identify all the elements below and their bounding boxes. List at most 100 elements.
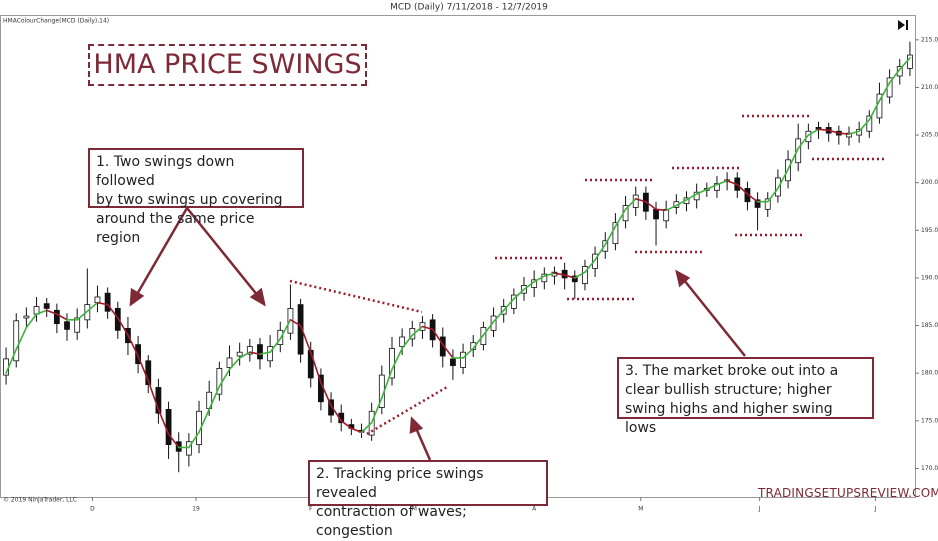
y-tick-label: 205.00 bbox=[921, 132, 938, 139]
hma-segment bbox=[330, 404, 343, 422]
candle-body bbox=[846, 132, 852, 138]
hma-segment bbox=[573, 271, 586, 279]
hma-segment bbox=[817, 128, 830, 132]
candle-body bbox=[165, 408, 172, 446]
copyright: © 2019 NinjaTrader, LLC bbox=[3, 497, 77, 504]
candle-body bbox=[714, 183, 720, 191]
hma-segment bbox=[350, 427, 363, 434]
play-triangle bbox=[898, 20, 905, 30]
candle-body bbox=[907, 54, 913, 69]
arrow bbox=[683, 279, 746, 357]
hma-segment bbox=[848, 130, 860, 135]
hma-segment bbox=[868, 99, 881, 121]
indicator-label: HMAColourChange(MCD (Daily),14) bbox=[3, 18, 109, 25]
chart-title: MCD (Daily) 7/11/2018 - 12/7/2019 bbox=[390, 3, 548, 13]
hma-segment bbox=[584, 259, 596, 274]
hma-segment bbox=[716, 179, 728, 186]
hma-segment bbox=[198, 408, 210, 434]
hma-segment bbox=[370, 397, 383, 424]
hma-segment bbox=[807, 128, 820, 136]
hma-segment bbox=[858, 119, 871, 133]
candle-body bbox=[450, 358, 456, 366]
note-line: by two swings up covering bbox=[96, 192, 283, 208]
candle-body bbox=[795, 138, 802, 164]
hma-segment bbox=[563, 274, 576, 279]
candle-body bbox=[592, 253, 598, 269]
candle-body bbox=[236, 351, 243, 357]
hma-segment bbox=[827, 129, 840, 134]
y-tick-label: 175.00 bbox=[921, 417, 938, 424]
hma-segment bbox=[208, 385, 221, 411]
hma-segment bbox=[421, 325, 434, 331]
hma-segment bbox=[127, 334, 139, 357]
x-tick-label: D bbox=[90, 506, 95, 513]
x-tick-label: J bbox=[874, 506, 877, 513]
hma-segment bbox=[381, 368, 393, 399]
y-tick-label: 190.00 bbox=[921, 274, 938, 281]
candle-body bbox=[582, 266, 588, 285]
hma-segment bbox=[746, 193, 759, 203]
candle-body bbox=[653, 208, 659, 220]
hma-segment bbox=[259, 351, 271, 355]
candle-body bbox=[297, 304, 304, 355]
hma-segment bbox=[543, 272, 556, 277]
hma-segment bbox=[533, 275, 546, 283]
hma-segment bbox=[472, 334, 485, 350]
note-line: 2. Tracking price swings revealed bbox=[316, 466, 484, 501]
hma-segment bbox=[249, 351, 261, 355]
candle-body bbox=[226, 357, 233, 368]
hma-segment bbox=[228, 357, 241, 371]
arrow-head bbox=[409, 416, 424, 434]
annotation-note: 3. The market broke out into a clear bull… bbox=[617, 357, 874, 436]
hma-segment bbox=[513, 288, 525, 300]
trend-line bbox=[289, 279, 423, 314]
hma-segment bbox=[888, 68, 901, 84]
candle-body bbox=[246, 346, 253, 355]
candle-body bbox=[94, 296, 101, 304]
hma-segment bbox=[147, 379, 160, 411]
hma-segment bbox=[116, 317, 129, 336]
hma-segment bbox=[624, 198, 637, 211]
hma-segment bbox=[218, 368, 231, 388]
candle-body bbox=[663, 208, 670, 222]
hma-segment bbox=[523, 280, 535, 291]
hma-segment bbox=[726, 179, 739, 186]
candle-body bbox=[74, 317, 81, 333]
hma-segment bbox=[787, 147, 800, 171]
hma-segment bbox=[838, 132, 850, 135]
hma-segment bbox=[35, 309, 48, 315]
candle-body bbox=[460, 351, 466, 368]
hma-segment bbox=[604, 225, 617, 246]
hma-segment bbox=[411, 325, 424, 336]
hma-segment bbox=[766, 187, 779, 203]
play-bar bbox=[906, 20, 908, 30]
hma-segment bbox=[309, 351, 322, 384]
note-line: around the same price region bbox=[96, 211, 255, 246]
y-tick-label: 215.00 bbox=[921, 36, 938, 43]
candle-body bbox=[754, 199, 761, 208]
arrow-head bbox=[675, 269, 691, 288]
x-tick-label: M bbox=[412, 506, 417, 513]
hma-segment bbox=[482, 320, 495, 336]
hma-segment bbox=[645, 200, 657, 211]
hma-segment bbox=[137, 355, 150, 382]
hma-segment bbox=[167, 433, 180, 449]
chart: MCD (Daily) 7/11/2018 - 12/7/2019 HMACol… bbox=[0, 3, 938, 513]
hma-segment bbox=[96, 301, 109, 306]
y-tick-label: 185.00 bbox=[921, 322, 938, 329]
hma-segment bbox=[685, 193, 698, 201]
annotation-note: 2. Tracking price swings revealed contrac… bbox=[308, 460, 548, 539]
hma-segment bbox=[777, 168, 789, 190]
play-icon[interactable] bbox=[898, 20, 908, 30]
hma-segment bbox=[898, 57, 911, 71]
hma-segment bbox=[340, 420, 353, 430]
hma-segment bbox=[76, 310, 89, 321]
hma-segment bbox=[441, 343, 454, 359]
plot: 170.00 175.00 180.00 185.00 190.00 195.00 200.… bbox=[3, 36, 938, 513]
hma-segment bbox=[188, 431, 200, 449]
hma-segment bbox=[594, 243, 607, 261]
hma-segment bbox=[56, 313, 68, 321]
hma-segment bbox=[86, 301, 99, 313]
hma-segment bbox=[553, 272, 566, 276]
hma-segment bbox=[391, 347, 403, 371]
